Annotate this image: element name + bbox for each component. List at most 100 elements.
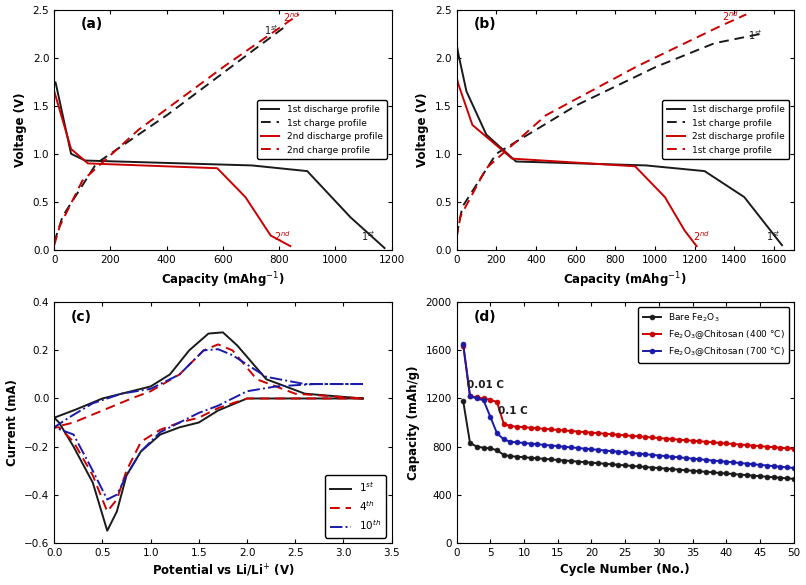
Fe$_2$O$_3$@Chitosan (700 °C): [539, 441, 549, 448]
Bare Fe$_2$O$_3$: [749, 472, 758, 479]
Legend: Bare Fe$_2$O$_3$, Fe$_2$O$_3$@Chitosan (400 °C), Fe$_2$O$_3$@Chitosan (700 °C): Bare Fe$_2$O$_3$, Fe$_2$O$_3$@Chitosan (…: [638, 307, 789, 363]
Text: (d): (d): [473, 309, 496, 324]
Fe$_2$O$_3$@Chitosan (400 °C): [539, 425, 549, 432]
Y-axis label: Capacity (mAh/g): Capacity (mAh/g): [407, 365, 420, 480]
Text: 1$^{st}$: 1$^{st}$: [748, 29, 763, 42]
Bare Fe$_2$O$_3$: [647, 464, 657, 471]
Bare Fe$_2$O$_3$: [667, 466, 677, 473]
Bare Fe$_2$O$_3$: [755, 473, 765, 480]
Bare Fe$_2$O$_3$: [607, 461, 617, 468]
Fe$_2$O$_3$@Chitosan (400 °C): [546, 426, 556, 433]
Fe$_2$O$_3$@Chitosan (400 °C): [783, 445, 792, 452]
Text: 0.1 C: 0.1 C: [498, 406, 528, 416]
Fe$_2$O$_3$@Chitosan (700 °C): [708, 457, 718, 464]
Fe$_2$O$_3$@Chitosan (700 °C): [755, 462, 765, 469]
Bare Fe$_2$O$_3$: [695, 468, 704, 475]
Fe$_2$O$_3$@Chitosan (400 °C): [513, 423, 522, 430]
Fe$_2$O$_3$@Chitosan (400 °C): [492, 398, 502, 405]
Bare Fe$_2$O$_3$: [465, 439, 475, 446]
Bare Fe$_2$O$_3$: [539, 455, 549, 462]
Fe$_2$O$_3$@Chitosan (700 °C): [701, 456, 711, 463]
X-axis label: Cycle Number (No.): Cycle Number (No.): [560, 563, 690, 576]
Bare Fe$_2$O$_3$: [681, 467, 691, 474]
Fe$_2$O$_3$@Chitosan (400 °C): [749, 442, 758, 449]
Fe$_2$O$_3$@Chitosan (700 °C): [505, 438, 515, 445]
Fe$_2$O$_3$@Chitosan (700 °C): [634, 450, 643, 457]
Fe$_2$O$_3$@Chitosan (700 °C): [729, 459, 738, 466]
Bare Fe$_2$O$_3$: [789, 476, 799, 483]
Fe$_2$O$_3$@Chitosan (400 °C): [654, 435, 664, 442]
Fe$_2$O$_3$@Chitosan (400 °C): [621, 432, 630, 439]
Y-axis label: Current (mA): Current (mA): [6, 379, 19, 466]
Fe$_2$O$_3$@Chitosan (700 °C): [675, 454, 684, 461]
Text: 1$^{st}$: 1$^{st}$: [264, 23, 278, 36]
Fe$_2$O$_3$@Chitosan (400 °C): [485, 396, 495, 403]
Y-axis label: Voltage (V): Voltage (V): [15, 92, 27, 167]
Text: 2$^{nd}$: 2$^{nd}$: [284, 11, 301, 24]
Fe$_2$O$_3$@Chitosan (400 °C): [593, 429, 603, 436]
Fe$_2$O$_3$@Chitosan (400 °C): [587, 429, 596, 436]
Fe$_2$O$_3$@Chitosan (700 °C): [735, 459, 745, 466]
Fe$_2$O$_3$@Chitosan (400 °C): [715, 439, 725, 446]
X-axis label: Capacity (mAhg$^{-1}$): Capacity (mAhg$^{-1}$): [563, 270, 687, 290]
Fe$_2$O$_3$@Chitosan (700 °C): [526, 440, 535, 447]
Bare Fe$_2$O$_3$: [721, 470, 731, 477]
Fe$_2$O$_3$@Chitosan (700 °C): [762, 462, 771, 469]
Text: 1$^{st}$: 1$^{st}$: [766, 229, 781, 243]
Fe$_2$O$_3$@Chitosan (700 °C): [519, 439, 529, 446]
Fe$_2$O$_3$@Chitosan (700 °C): [546, 442, 556, 449]
Fe$_2$O$_3$@Chitosan (700 °C): [492, 430, 502, 437]
Fe$_2$O$_3$@Chitosan (700 °C): [513, 439, 522, 446]
Fe$_2$O$_3$@Chitosan (700 °C): [613, 448, 623, 455]
Bare Fe$_2$O$_3$: [526, 455, 535, 462]
Fe$_2$O$_3$@Chitosan (400 °C): [675, 436, 684, 443]
Bare Fe$_2$O$_3$: [553, 456, 563, 463]
Text: (c): (c): [71, 309, 92, 324]
Fe$_2$O$_3$@Chitosan (700 °C): [459, 341, 468, 348]
Fe$_2$O$_3$@Chitosan (400 °C): [688, 437, 697, 444]
Fe$_2$O$_3$@Chitosan (700 °C): [695, 456, 704, 463]
Line: Bare Fe$_2$O$_3$: Bare Fe$_2$O$_3$: [461, 399, 796, 481]
Text: (b): (b): [473, 17, 496, 31]
Bare Fe$_2$O$_3$: [559, 457, 569, 464]
Fe$_2$O$_3$@Chitosan (400 °C): [580, 429, 589, 436]
Text: (a): (a): [81, 17, 103, 31]
Bare Fe$_2$O$_3$: [769, 474, 779, 481]
Fe$_2$O$_3$@Chitosan (700 °C): [593, 446, 603, 453]
Bare Fe$_2$O$_3$: [675, 466, 684, 473]
Bare Fe$_2$O$_3$: [533, 455, 542, 462]
Fe$_2$O$_3$@Chitosan (400 °C): [613, 431, 623, 438]
Text: 1$^{st}$: 1$^{st}$: [360, 229, 376, 243]
Fe$_2$O$_3$@Chitosan (400 °C): [573, 428, 583, 435]
Line: Fe$_2$O$_3$@Chitosan (400 °C): Fe$_2$O$_3$@Chitosan (400 °C): [461, 343, 796, 451]
Fe$_2$O$_3$@Chitosan (700 °C): [573, 445, 583, 452]
Fe$_2$O$_3$@Chitosan (700 °C): [587, 446, 596, 453]
Fe$_2$O$_3$@Chitosan (400 °C): [661, 435, 671, 442]
Fe$_2$O$_3$@Chitosan (700 °C): [499, 436, 509, 443]
Bare Fe$_2$O$_3$: [505, 453, 515, 460]
Bare Fe$_2$O$_3$: [762, 473, 771, 480]
Fe$_2$O$_3$@Chitosan (700 °C): [485, 413, 495, 420]
Fe$_2$O$_3$@Chitosan (400 °C): [695, 438, 704, 445]
Bare Fe$_2$O$_3$: [546, 456, 556, 463]
Text: 2$^{nd}$: 2$^{nd}$: [692, 229, 709, 243]
Bare Fe$_2$O$_3$: [627, 462, 637, 469]
Fe$_2$O$_3$@Chitosan (700 °C): [533, 441, 542, 448]
Bare Fe$_2$O$_3$: [519, 454, 529, 461]
Fe$_2$O$_3$@Chitosan (400 °C): [600, 430, 610, 437]
Bare Fe$_2$O$_3$: [492, 447, 502, 454]
Fe$_2$O$_3$@Chitosan (700 °C): [600, 447, 610, 454]
Fe$_2$O$_3$@Chitosan (400 °C): [729, 441, 738, 448]
Fe$_2$O$_3$@Chitosan (700 °C): [681, 455, 691, 462]
Fe$_2$O$_3$@Chitosan (400 °C): [465, 393, 475, 400]
Fe$_2$O$_3$@Chitosan (700 °C): [465, 393, 475, 400]
Fe$_2$O$_3$@Chitosan (700 °C): [472, 395, 482, 402]
Fe$_2$O$_3$@Chitosan (400 °C): [762, 443, 771, 450]
Fe$_2$O$_3$@Chitosan (400 °C): [533, 425, 542, 432]
Fe$_2$O$_3$@Chitosan (700 °C): [559, 443, 569, 450]
X-axis label: Capacity (mAhg$^{-1}$): Capacity (mAhg$^{-1}$): [161, 270, 285, 290]
Fe$_2$O$_3$@Chitosan (400 °C): [472, 394, 482, 401]
Fe$_2$O$_3$@Chitosan (400 °C): [526, 424, 535, 431]
Fe$_2$O$_3$@Chitosan (400 °C): [627, 432, 637, 439]
Fe$_2$O$_3$@Chitosan (400 °C): [641, 433, 650, 441]
